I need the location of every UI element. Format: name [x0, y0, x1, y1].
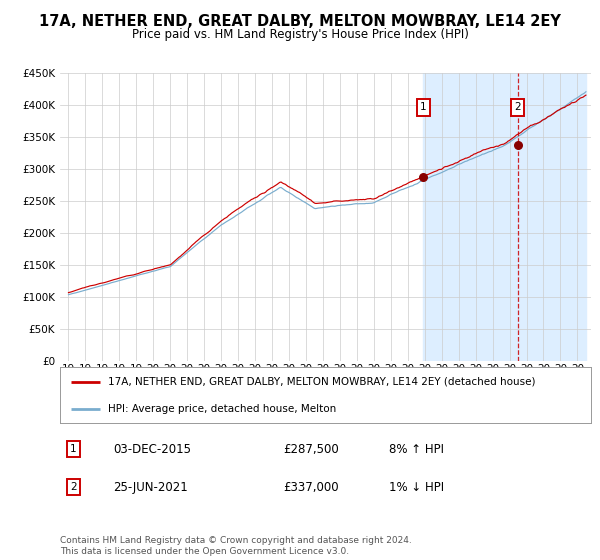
Text: 2: 2: [70, 482, 77, 492]
Text: 8% ↑ HPI: 8% ↑ HPI: [389, 443, 444, 456]
Point: [419, 172, 428, 181]
Text: 25-JUN-2021: 25-JUN-2021: [113, 480, 188, 494]
Text: 17A, NETHER END, GREAT DALBY, MELTON MOWBRAY, LE14 2EY (detached house): 17A, NETHER END, GREAT DALBY, MELTON MOW…: [108, 377, 535, 387]
Text: HPI: Average price, detached house, Melton: HPI: Average price, detached house, Melt…: [108, 404, 336, 414]
Text: £287,500: £287,500: [283, 443, 339, 456]
Text: Price paid vs. HM Land Registry's House Price Index (HPI): Price paid vs. HM Land Registry's House …: [131, 28, 469, 41]
Text: £337,000: £337,000: [283, 480, 338, 494]
Text: 03-DEC-2015: 03-DEC-2015: [113, 443, 191, 456]
Text: 1% ↓ HPI: 1% ↓ HPI: [389, 480, 445, 494]
Text: Contains HM Land Registry data © Crown copyright and database right 2024.
This d: Contains HM Land Registry data © Crown c…: [60, 536, 412, 556]
Text: 1: 1: [70, 445, 77, 454]
Bar: [424, 73, 586, 361]
Point: [513, 141, 523, 150]
Text: 17A, NETHER END, GREAT DALBY, MELTON MOWBRAY, LE14 2EY: 17A, NETHER END, GREAT DALBY, MELTON MOW…: [39, 14, 561, 29]
Text: 1: 1: [420, 102, 427, 113]
Text: 2: 2: [514, 102, 521, 113]
